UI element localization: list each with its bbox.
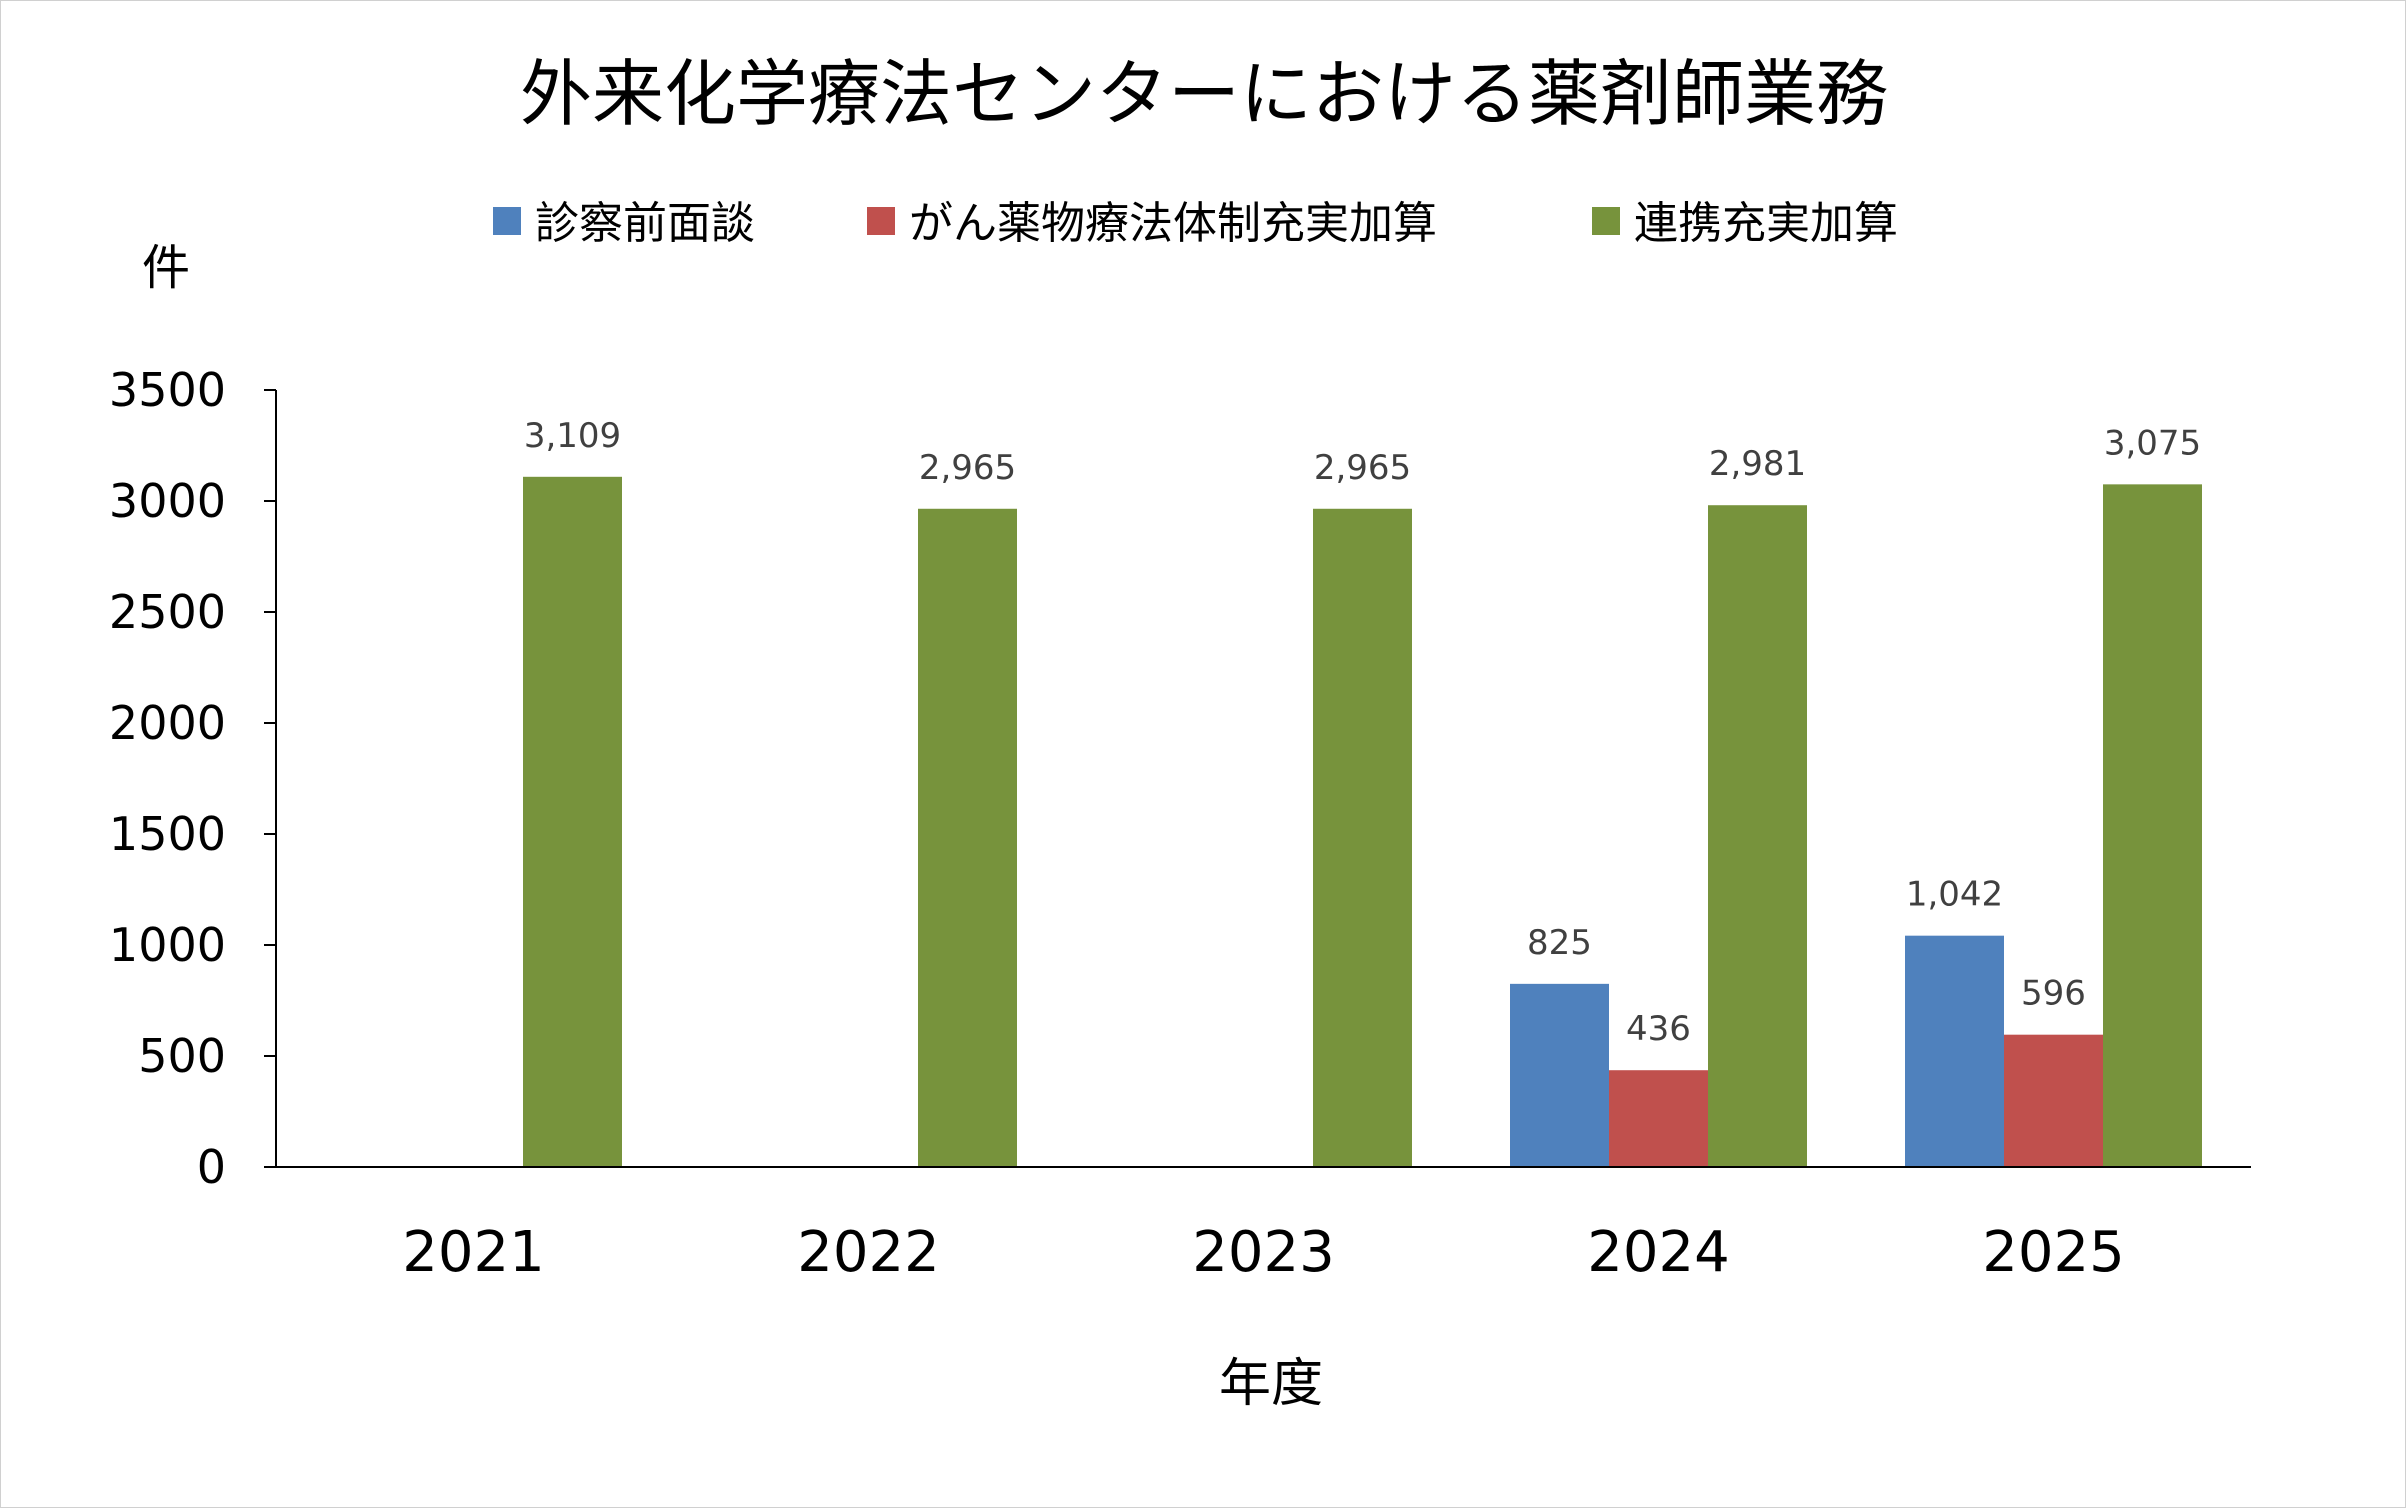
x-axis-label: 年度 [1219, 1354, 1323, 1414]
legend-item: がん薬物療法体制充実加算 [867, 198, 1437, 249]
y-tick-label: 1000 [109, 918, 226, 972]
y-tick-label: 500 [138, 1029, 226, 1083]
data-label: 2,965 [1314, 448, 1411, 488]
x-tick-label: 2025 [1982, 1220, 2125, 1285]
y-tick-label: 0 [197, 1140, 226, 1194]
legend-swatch [867, 207, 895, 235]
y-tick-label: 3000 [109, 474, 226, 528]
x-tick-label: 2023 [1192, 1220, 1335, 1285]
data-label: 436 [1626, 1009, 1691, 1049]
legend: 診察前面談 がん薬物療法体制充実加算 連携充実加算 [493, 198, 1898, 249]
chart-title: 外来化学療法センターにおける薬剤師業務 [520, 52, 1888, 136]
bar [2103, 484, 2202, 1168]
data-label: 596 [2021, 974, 2086, 1014]
y-tick-label: 1500 [109, 807, 226, 861]
legend-item: 診察前面談 [493, 198, 755, 249]
y-axis-label: 件 [142, 240, 190, 296]
data-labels: 3,109 2,965 2,965 825 436 2,981 1,042 596 3,075 [524, 416, 2201, 1049]
bars [523, 476, 2202, 1168]
legend-item: 連携充実加算 [1592, 198, 1898, 249]
x-axis: 2021 2022 2023 2024 2025 [276, 1166, 2251, 1285]
bar [1609, 1070, 1708, 1167]
data-label: 2,965 [919, 448, 1016, 488]
legend-label: 連携充実加算 [1634, 198, 1898, 249]
data-label: 3,109 [524, 416, 621, 456]
data-label: 825 [1527, 923, 1592, 963]
bar [523, 476, 622, 1167]
bar [1313, 508, 1412, 1167]
bar [1905, 935, 2004, 1167]
data-label: 1,042 [1906, 875, 2003, 915]
legend-swatch [493, 207, 521, 235]
legend-swatch [1592, 207, 1620, 235]
y-axis: 0 500 1000 1500 2000 2500 3000 3500 [109, 363, 277, 1194]
x-tick-label: 2022 [797, 1220, 940, 1285]
data-label: 3,075 [2104, 423, 2201, 463]
legend-label: がん薬物療法体制充実加算 [909, 198, 1437, 249]
x-tick-label: 2024 [1587, 1220, 1730, 1285]
bar [2004, 1034, 2103, 1167]
data-label: 2,981 [1709, 444, 1806, 484]
x-tick-label: 2021 [402, 1220, 545, 1285]
bar [1510, 983, 1609, 1167]
bar [1708, 505, 1807, 1167]
y-tick-label: 2500 [109, 585, 226, 639]
legend-label: 診察前面談 [535, 198, 755, 249]
y-tick-label: 2000 [109, 696, 226, 750]
bar [918, 508, 1017, 1167]
y-tick-label: 3500 [109, 363, 226, 417]
